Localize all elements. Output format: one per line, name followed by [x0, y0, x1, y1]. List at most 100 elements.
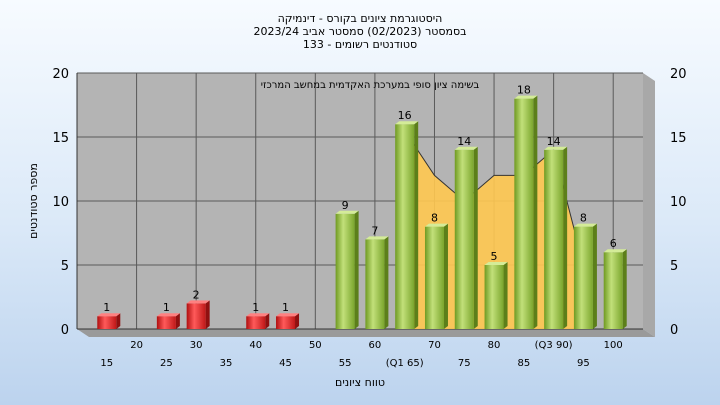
x-tick-label: 50	[309, 340, 322, 351]
x-tick-label: (Q3 90)	[535, 340, 573, 351]
y-tick-label-right: 5	[670, 259, 678, 274]
bar-value-label: 2	[193, 288, 200, 301]
bar-side	[473, 146, 478, 329]
x-tick-label: 85	[517, 358, 530, 369]
x-ticks-group: 20 30 40 50 60 70 80 (Q3 90) 100 15 25 35 45 55 (Q1 65…	[100, 340, 622, 369]
bar-side	[592, 223, 597, 329]
comparison-annotation: בשימה ציון סופי במערכת האקדמית במחשב המר…	[261, 80, 480, 91]
y-tick-label-left: 10	[52, 195, 69, 210]
bar-value-label: 14	[457, 135, 471, 148]
bar	[454, 149, 474, 329]
bar-value-label: 9	[342, 199, 349, 212]
x-tick-label: 55	[339, 358, 352, 369]
bar	[484, 265, 504, 329]
y-tick-label-left: 0	[61, 323, 69, 338]
y-tick-label-right: 20	[670, 67, 687, 82]
chart-enrollment: סטודנטים רשומים - 133	[303, 38, 417, 51]
bar-top	[156, 313, 180, 317]
bar-side	[384, 236, 389, 329]
bar-side	[116, 313, 121, 329]
bar-value-label: 7	[371, 224, 378, 237]
bar-value-label: 6	[610, 237, 617, 250]
bar	[603, 252, 623, 329]
bar-value-label: 5	[491, 250, 498, 263]
bar	[335, 213, 355, 329]
bar	[424, 226, 444, 329]
bar-side	[443, 223, 448, 329]
x-tick-label: (Q1 65)	[386, 358, 424, 369]
y-tick-label-right: 10	[670, 195, 687, 210]
x-tick-label: 30	[190, 340, 203, 351]
bar	[514, 98, 534, 329]
x-tick-label: 95	[577, 358, 590, 369]
y-tick-label-left: 15	[52, 131, 69, 146]
bar-top	[424, 223, 448, 227]
bar-side	[503, 262, 508, 329]
bar	[395, 124, 415, 329]
bar-top	[514, 95, 538, 99]
bar-value-label: 16	[398, 109, 412, 122]
bar-value-label: 1	[163, 301, 170, 314]
x-tick-label: 75	[458, 358, 471, 369]
bar-top	[276, 313, 300, 317]
bar-top	[335, 210, 359, 214]
x-tick-label: 45	[279, 358, 292, 369]
bar-top	[544, 146, 568, 150]
bars-group	[97, 95, 627, 329]
x-tick-label: 70	[428, 340, 441, 351]
bar	[97, 316, 117, 329]
x-tick-label: 35	[220, 358, 233, 369]
bar-side	[533, 95, 538, 329]
x-tick-label: 20	[130, 340, 143, 351]
bar	[156, 316, 176, 329]
y-tick-label-right: 0	[670, 323, 678, 338]
bar-value-label: 8	[431, 212, 438, 225]
bar-side	[265, 313, 270, 329]
x-axis-label: טווח ציונים	[335, 376, 385, 389]
bar-value-label: 8	[580, 212, 587, 225]
plot-floor	[77, 329, 655, 337]
bar-side	[295, 313, 300, 329]
bar-side	[175, 313, 180, 329]
bar-side	[563, 146, 568, 329]
chart-subtitle: בסמסטר (02/2023) סמסטר אביב 2023/24	[253, 25, 466, 38]
x-tick-label: 100	[604, 340, 623, 351]
bar	[544, 149, 564, 329]
chart-title: היסטוגרמת ציונים בקורס - דינמיקה	[278, 12, 443, 25]
comparison-area	[404, 130, 584, 329]
bar-top	[603, 249, 627, 253]
x-tick-label: 60	[369, 340, 382, 351]
bar	[573, 226, 593, 329]
x-tick-label: 25	[160, 358, 173, 369]
bar-side	[205, 300, 210, 329]
y-tick-label-left: 5	[61, 259, 69, 274]
bar-value-label: 1	[252, 301, 259, 314]
bar-value-label: 14	[547, 135, 561, 148]
bar-value-label: 1	[282, 301, 289, 314]
bar-top	[246, 313, 270, 317]
y-tick-label-left: 20	[52, 67, 69, 82]
bar-side	[354, 210, 359, 329]
bar-top	[186, 300, 210, 304]
plot-sidewall	[643, 73, 655, 337]
bar	[276, 316, 296, 329]
x-tick-label: 80	[488, 340, 501, 351]
x-tick-label: 15	[100, 358, 113, 369]
bar-top	[454, 146, 478, 150]
bar-top	[395, 121, 419, 125]
bar-top	[484, 262, 508, 265]
bar	[186, 303, 206, 329]
bar-side	[414, 121, 419, 329]
bar	[365, 239, 385, 329]
bar-top	[573, 223, 597, 227]
y-tick-label-right: 15	[670, 131, 687, 146]
bar-top	[97, 313, 121, 317]
y-axis-label: מספר סטודנטים	[27, 163, 40, 239]
bar-side	[622, 249, 627, 329]
bar-value-label: 18	[517, 84, 531, 97]
bar-top	[365, 236, 389, 240]
